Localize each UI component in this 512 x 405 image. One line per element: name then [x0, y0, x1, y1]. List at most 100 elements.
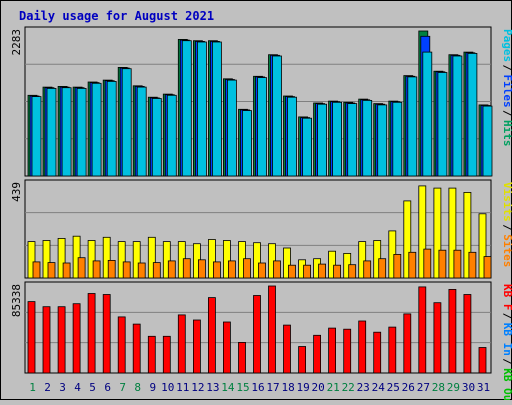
day-label: 21 — [327, 381, 340, 394]
bar-kbytes-kb-f — [253, 295, 261, 374]
chart-title: Daily usage for August 2021 — [19, 9, 214, 23]
bar-kbytes-kb-f — [373, 331, 382, 374]
bar-visits-visits — [418, 185, 427, 279]
panel-kbytes: 85338 KB F / KB In / KB Out — [10, 281, 512, 405]
bar-visits-visits — [42, 240, 51, 279]
bar-visits-sites — [77, 257, 86, 279]
panel-visits-ymax-label: 439 — [10, 182, 23, 202]
day-label: 18 — [281, 381, 294, 394]
day-label: 25 — [387, 381, 400, 394]
bar-visits-visits — [403, 200, 412, 279]
day-label: 31 — [477, 381, 490, 394]
panel-kbytes-ymax-label: 85338 — [10, 284, 23, 317]
day-label: 2 — [44, 381, 51, 394]
bar-hits-pages — [452, 55, 463, 177]
day-label: 8 — [134, 381, 141, 394]
bar-visits-visits — [132, 241, 141, 279]
bar-hits-pages — [91, 82, 102, 177]
bar-hits-pages — [226, 79, 237, 177]
bar-kbytes-kb-f — [448, 288, 457, 374]
bar-kbytes-kb-f — [418, 286, 427, 374]
bar-visits-sites — [182, 258, 191, 279]
legend-kbytes-item: KB In — [501, 323, 512, 356]
day-label: 6 — [104, 381, 111, 394]
day-label: 23 — [357, 381, 370, 394]
legend-visits-item: Sites — [501, 234, 512, 267]
panel-kbytes-legend: KB F / KB In / KB Out — [501, 284, 512, 405]
bar-hits-pages — [437, 72, 448, 177]
day-label: 26 — [402, 381, 415, 394]
bar-visits-sites — [438, 249, 447, 279]
bar-hits-pages — [332, 101, 343, 177]
bar-visits-sites — [258, 262, 266, 279]
bar-kbytes-kb-f — [102, 294, 111, 374]
bar-hits-pages — [196, 41, 207, 177]
chart-panels: 2283Pages/Files/Hits439Visits/Sites85338… — [10, 26, 512, 405]
bar-visits-sites — [363, 260, 372, 279]
bar-kbytes-kb-f — [192, 319, 201, 374]
bar-visits-sites — [167, 260, 176, 279]
bar-visits-sites — [243, 258, 251, 279]
bar-visits-sites — [348, 264, 357, 279]
bar-visits-visits — [222, 240, 231, 279]
bar-kbytes-kb-f — [117, 316, 126, 374]
bar-hits-pages — [181, 40, 192, 177]
day-label: 28 — [432, 381, 445, 394]
legend-separator: / — [501, 65, 512, 72]
legend-hits-item: Files — [501, 75, 512, 108]
legend-hits-item: Hits — [501, 120, 512, 147]
day-label: 7 — [119, 381, 126, 394]
bar-visits-sites — [378, 258, 387, 279]
bar-visits-sites — [423, 248, 432, 279]
bar-hits-pages — [317, 103, 328, 177]
bar-kbytes-kb-f — [42, 306, 51, 374]
bar-visits-sites — [408, 251, 417, 279]
bar-visits-visits — [162, 241, 171, 279]
bar-kbytes-kb-f — [177, 314, 186, 374]
bar-hits-pages — [392, 101, 403, 177]
bar-visits-sites — [197, 259, 206, 279]
bar-kbytes-kb-f — [388, 326, 397, 374]
panel-hits: 2283 Pages / Files / Hits — [10, 26, 512, 177]
bar-visits-visits — [102, 236, 111, 279]
bar-hits-pages — [482, 105, 493, 177]
bar-hits-pages — [362, 100, 373, 177]
day-label: 4 — [74, 381, 81, 394]
legend-separator: / — [501, 110, 512, 117]
bar-kbytes-kb-f — [162, 335, 171, 374]
bar-visits-sites — [32, 261, 41, 279]
day-label: 13 — [206, 381, 219, 394]
bar-visits-visits — [253, 242, 261, 279]
bar-kbytes-kb-f — [207, 297, 216, 374]
bar-kbytes-kb-f — [27, 301, 36, 374]
bar-kbytes-kb-f — [283, 324, 291, 374]
panel-visits: 439 Visits / Sites — [10, 179, 512, 279]
bar-visits-visits — [463, 191, 472, 279]
bar-hits-pages — [302, 117, 313, 177]
panel-hits-ymax-label: 2283 — [10, 29, 23, 56]
day-label: 14 — [221, 381, 235, 394]
bar-visits-sites — [92, 260, 101, 279]
bar-visits-sites — [483, 256, 492, 279]
bar-visits-visits — [448, 187, 457, 279]
bar-hits-pages — [287, 96, 297, 177]
legend-kbytes-item: KB Out — [501, 368, 512, 400]
panel-visits-legend: Visits / Sites — [501, 182, 512, 267]
bar-visits-visits — [147, 236, 156, 279]
bar-kbytes-kb-f — [328, 327, 337, 374]
day-label: 29 — [447, 381, 460, 394]
bar-visits-visits — [27, 241, 36, 279]
day-label: 16 — [251, 381, 264, 394]
day-label: 15 — [236, 381, 249, 394]
bar-kbytes-kb-f — [343, 328, 352, 374]
bar-hits-pages — [61, 87, 72, 177]
bar-kbytes-kb-f — [463, 294, 472, 374]
bar-visits-visits — [328, 250, 337, 279]
bar-visits-sites — [47, 262, 56, 279]
bar-hits-pages — [46, 88, 57, 177]
bar-hits-pages — [151, 98, 162, 177]
legend-visits-item: Visits — [501, 182, 512, 222]
bar-kbytes-kb-f — [238, 341, 246, 374]
